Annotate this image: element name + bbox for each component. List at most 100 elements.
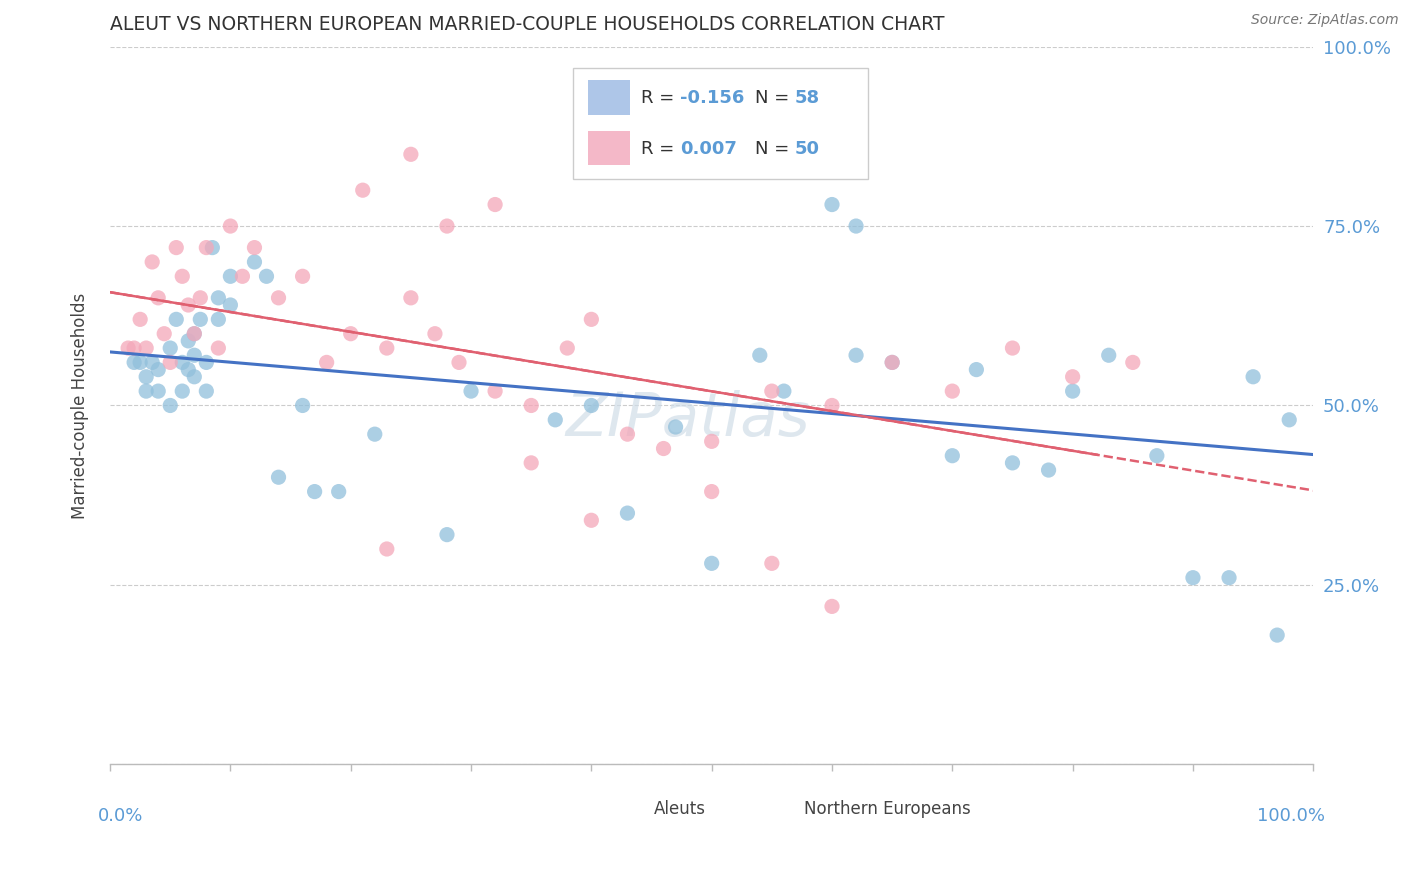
Point <box>183 326 205 341</box>
Point <box>195 241 218 255</box>
Point <box>148 384 170 398</box>
Text: Aleuts: Aleuts <box>654 800 706 819</box>
Point <box>375 341 398 355</box>
Point <box>153 326 176 341</box>
Point <box>148 362 170 376</box>
Point <box>1001 456 1024 470</box>
Text: R =: R = <box>641 139 679 158</box>
Point <box>243 241 266 255</box>
Point <box>1062 369 1084 384</box>
Point <box>748 348 770 362</box>
Point <box>1062 384 1084 398</box>
Text: -0.156: -0.156 <box>681 89 745 107</box>
Point <box>941 384 963 398</box>
Text: 58: 58 <box>794 89 820 107</box>
Point <box>845 219 868 233</box>
Point <box>315 355 337 369</box>
Point <box>1218 571 1240 585</box>
Text: 0.007: 0.007 <box>681 139 737 158</box>
Point <box>135 341 157 355</box>
Point <box>122 355 145 369</box>
Point <box>821 599 844 614</box>
Point <box>761 557 783 571</box>
Point <box>195 355 218 369</box>
Point <box>129 355 152 369</box>
Point <box>1278 413 1301 427</box>
Point <box>129 312 152 326</box>
Point <box>219 269 242 284</box>
Point <box>352 183 374 197</box>
Point <box>1241 369 1264 384</box>
Point <box>399 291 422 305</box>
Point <box>172 384 194 398</box>
Point <box>183 348 205 362</box>
Point <box>207 291 229 305</box>
Point <box>581 399 603 413</box>
Point <box>700 484 723 499</box>
Text: ZIPatlas: ZIPatlas <box>565 391 810 450</box>
Point <box>207 341 229 355</box>
Point <box>845 348 868 362</box>
Point <box>122 341 145 355</box>
Point <box>172 269 194 284</box>
Point <box>159 341 181 355</box>
Point <box>447 355 470 369</box>
Point <box>1265 628 1288 642</box>
Point <box>183 369 205 384</box>
Point <box>231 269 253 284</box>
Point <box>165 241 187 255</box>
Point <box>581 513 603 527</box>
Point <box>148 291 170 305</box>
Point <box>219 298 242 312</box>
Point <box>700 434 723 449</box>
Point <box>165 312 187 326</box>
Text: Source: ZipAtlas.com: Source: ZipAtlas.com <box>1251 13 1399 28</box>
Point <box>177 298 200 312</box>
FancyBboxPatch shape <box>574 68 868 179</box>
Point <box>177 334 200 348</box>
Point <box>219 219 242 233</box>
Point <box>821 399 844 413</box>
Point <box>965 362 987 376</box>
Text: R =: R = <box>641 89 679 107</box>
Point <box>882 355 904 369</box>
Point <box>339 326 361 341</box>
FancyBboxPatch shape <box>766 798 796 822</box>
Text: Northern Europeans: Northern Europeans <box>804 800 972 819</box>
Point <box>436 219 458 233</box>
Point <box>328 484 350 499</box>
Point <box>195 384 218 398</box>
Point <box>207 312 229 326</box>
Point <box>616 427 638 442</box>
Point <box>267 291 290 305</box>
Text: 0.0%: 0.0% <box>98 807 143 825</box>
Point <box>201 241 224 255</box>
Point <box>159 399 181 413</box>
Point <box>544 413 567 427</box>
Point <box>183 326 205 341</box>
Point <box>941 449 963 463</box>
Point <box>1146 449 1168 463</box>
Point <box>616 506 638 520</box>
Text: 100.0%: 100.0% <box>1257 807 1326 825</box>
FancyBboxPatch shape <box>616 798 645 822</box>
Text: 50: 50 <box>794 139 820 158</box>
Point <box>700 557 723 571</box>
Point <box>664 420 686 434</box>
Point <box>364 427 387 442</box>
Point <box>256 269 278 284</box>
Point <box>135 384 157 398</box>
Point <box>243 255 266 269</box>
Point <box>520 456 543 470</box>
Point <box>423 326 446 341</box>
Point <box>1001 341 1024 355</box>
Point <box>581 312 603 326</box>
Point <box>117 341 139 355</box>
Point <box>436 527 458 541</box>
Point <box>555 341 578 355</box>
Text: N =: N = <box>755 89 794 107</box>
Point <box>773 384 796 398</box>
Point <box>821 197 844 211</box>
Point <box>172 355 194 369</box>
Point <box>177 362 200 376</box>
